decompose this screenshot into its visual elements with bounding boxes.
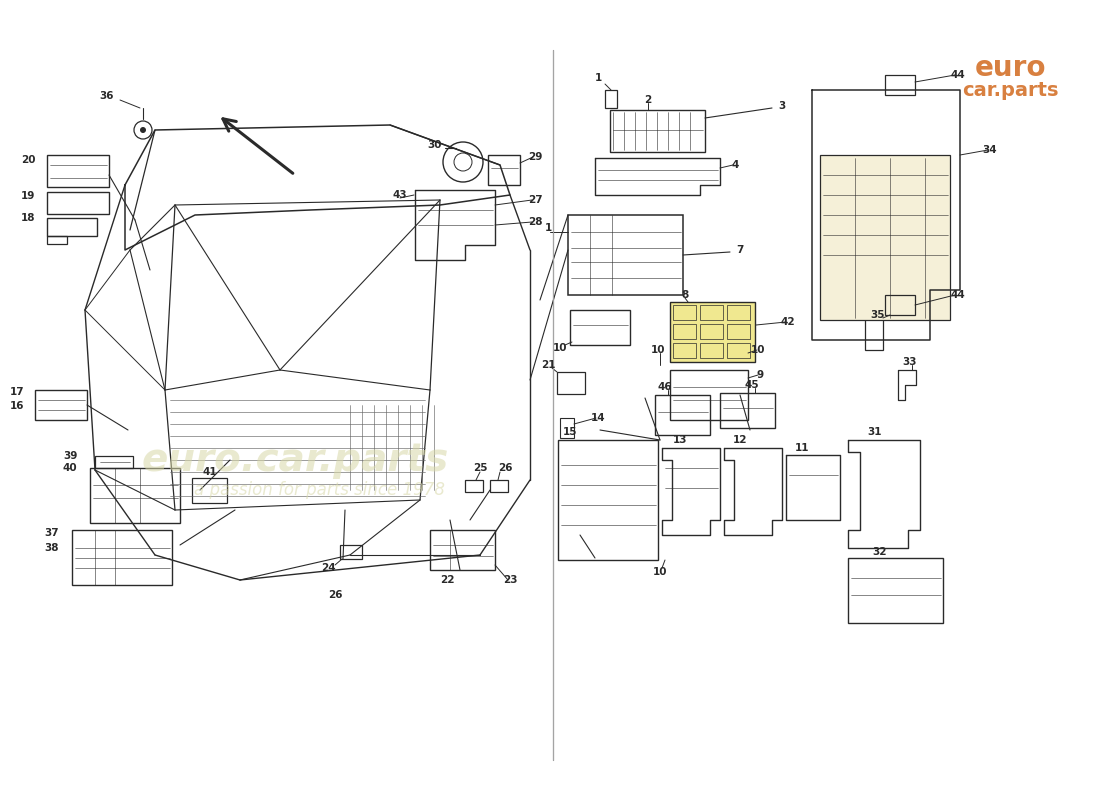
Bar xyxy=(720,393,775,428)
Text: 10: 10 xyxy=(552,343,568,353)
Text: 1: 1 xyxy=(544,223,551,233)
Bar xyxy=(610,110,705,152)
Text: 10: 10 xyxy=(750,345,766,355)
Bar xyxy=(560,418,574,438)
Bar xyxy=(820,155,950,320)
Text: 3: 3 xyxy=(779,101,785,111)
Text: 33: 33 xyxy=(903,357,917,367)
Bar xyxy=(47,192,109,214)
Bar xyxy=(700,324,723,339)
Bar xyxy=(72,530,172,585)
Text: 34: 34 xyxy=(982,145,998,155)
Text: 18: 18 xyxy=(21,213,35,223)
Bar xyxy=(47,155,109,187)
Bar xyxy=(700,343,723,358)
Circle shape xyxy=(140,127,146,133)
Text: 31: 31 xyxy=(868,427,882,437)
Text: 38: 38 xyxy=(45,543,59,553)
Bar xyxy=(700,305,723,320)
Text: 15: 15 xyxy=(563,427,578,437)
Text: 19: 19 xyxy=(21,191,35,201)
Text: 46: 46 xyxy=(658,382,672,392)
Bar xyxy=(886,295,915,315)
Text: 11: 11 xyxy=(794,443,810,453)
Text: 45: 45 xyxy=(745,380,759,390)
Text: 39: 39 xyxy=(63,451,77,461)
Text: 26: 26 xyxy=(328,590,342,600)
Text: 9: 9 xyxy=(757,370,763,380)
Bar xyxy=(95,456,133,468)
Bar xyxy=(47,236,67,244)
Bar xyxy=(35,390,87,420)
Text: 36: 36 xyxy=(100,91,114,101)
Bar xyxy=(340,545,362,559)
Text: 44: 44 xyxy=(950,290,966,300)
Bar xyxy=(557,372,585,394)
Text: 44: 44 xyxy=(950,70,966,80)
Text: 22: 22 xyxy=(440,575,454,585)
Bar xyxy=(90,468,180,523)
Text: 23: 23 xyxy=(503,575,517,585)
Bar xyxy=(727,343,750,358)
Bar xyxy=(558,440,658,560)
Text: 1: 1 xyxy=(594,73,602,83)
Bar xyxy=(670,302,755,362)
Bar xyxy=(673,324,696,339)
Bar xyxy=(430,530,495,570)
Text: euro: euro xyxy=(975,54,1046,82)
Text: 41: 41 xyxy=(202,467,218,477)
Text: 28: 28 xyxy=(528,217,542,227)
Bar xyxy=(654,395,710,435)
Bar xyxy=(673,343,696,358)
Bar xyxy=(490,480,508,492)
Text: 20: 20 xyxy=(21,155,35,165)
Bar xyxy=(673,305,696,320)
Text: 10: 10 xyxy=(651,345,666,355)
Text: 21: 21 xyxy=(541,360,556,370)
Bar xyxy=(568,215,683,295)
Text: 26: 26 xyxy=(497,463,513,473)
Text: 43: 43 xyxy=(393,190,407,200)
Text: 2: 2 xyxy=(645,95,651,105)
Text: 29: 29 xyxy=(528,152,542,162)
Text: 14: 14 xyxy=(591,413,605,423)
Text: 42: 42 xyxy=(781,317,795,327)
Bar xyxy=(570,310,630,345)
Text: 13: 13 xyxy=(673,435,688,445)
Text: euro.car.parts: euro.car.parts xyxy=(142,441,449,479)
Text: 35: 35 xyxy=(871,310,886,320)
Bar xyxy=(47,218,97,236)
Text: 7: 7 xyxy=(736,245,744,255)
Bar xyxy=(192,478,227,503)
Text: a passion for parts since 1978: a passion for parts since 1978 xyxy=(195,481,446,499)
Bar xyxy=(465,480,483,492)
Bar xyxy=(727,305,750,320)
Text: 16: 16 xyxy=(10,401,24,411)
Text: car.parts: car.parts xyxy=(961,81,1058,99)
Text: 17: 17 xyxy=(10,387,24,397)
Text: 24: 24 xyxy=(321,563,336,573)
Bar xyxy=(727,324,750,339)
Text: 10: 10 xyxy=(652,567,668,577)
Text: 32: 32 xyxy=(872,547,888,557)
Bar xyxy=(848,558,943,623)
Text: 25: 25 xyxy=(473,463,487,473)
Bar xyxy=(605,90,617,108)
Text: 40: 40 xyxy=(63,463,77,473)
Text: 8: 8 xyxy=(681,290,689,300)
Text: 27: 27 xyxy=(528,195,542,205)
Bar xyxy=(488,155,520,185)
Text: 30: 30 xyxy=(428,140,442,150)
Text: 12: 12 xyxy=(733,435,747,445)
Bar xyxy=(865,318,883,350)
Text: 37: 37 xyxy=(45,528,59,538)
Bar xyxy=(670,370,748,420)
Bar xyxy=(886,75,915,95)
Text: 4: 4 xyxy=(732,160,739,170)
